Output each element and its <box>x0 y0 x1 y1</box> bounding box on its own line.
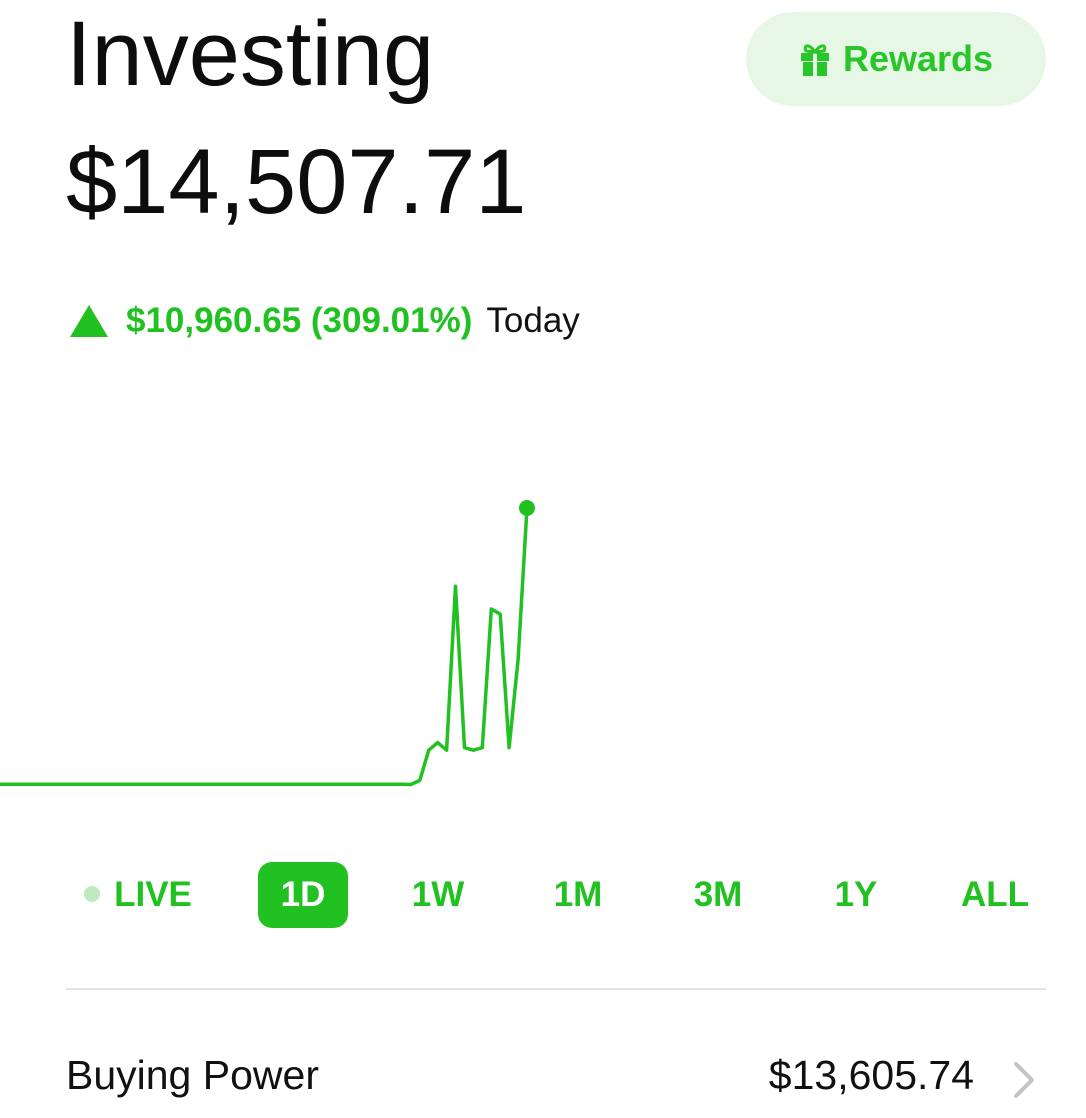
range-1d-label: 1D <box>280 875 326 914</box>
divider <box>66 988 1046 990</box>
up-arrow-icon <box>70 305 108 337</box>
range-1y[interactable]: 1Y <box>812 862 900 928</box>
buying-power-label: Buying Power <box>66 1052 319 1098</box>
chevron-right-icon <box>1014 1062 1034 1098</box>
range-selector: LIVE 1D 1W 1M 3M 1Y ALL <box>0 862 1086 928</box>
buying-power-row[interactable]: Buying Power $13,605.74 <box>66 1040 1046 1118</box>
range-1y-label: 1Y <box>834 875 878 914</box>
range-3m-label: 3M <box>693 875 743 914</box>
range-1d[interactable]: 1D <box>258 862 348 928</box>
range-live-label: LIVE <box>114 875 192 914</box>
today-change: $10,960.65 (309.01%) Today <box>70 296 580 346</box>
change-amount: $10,960.65 (309.01%) <box>126 301 473 340</box>
rewards-button[interactable]: Rewards <box>746 12 1046 106</box>
range-1m[interactable]: 1M <box>534 862 622 928</box>
chart-end-marker <box>519 500 535 516</box>
gift-icon <box>800 44 829 76</box>
range-1w-label: 1W <box>411 875 465 914</box>
range-1m-label: 1M <box>553 875 603 914</box>
page-title: Investing <box>66 3 435 105</box>
range-all[interactable]: ALL <box>950 862 1040 928</box>
rewards-label: Rewards <box>842 38 994 79</box>
range-live[interactable]: LIVE <box>78 862 198 928</box>
range-1w[interactable]: 1W <box>394 862 482 928</box>
chart-series-line <box>0 507 529 787</box>
buying-power-value: $13,605.74 <box>768 1052 974 1098</box>
range-all-label: ALL <box>960 875 1030 914</box>
live-dot-icon <box>84 885 101 902</box>
change-period: Today <box>486 301 580 340</box>
portfolio-balance: $14,507.71 <box>66 131 527 233</box>
portfolio-chart[interactable] <box>0 470 1086 810</box>
range-3m[interactable]: 3M <box>674 862 762 928</box>
